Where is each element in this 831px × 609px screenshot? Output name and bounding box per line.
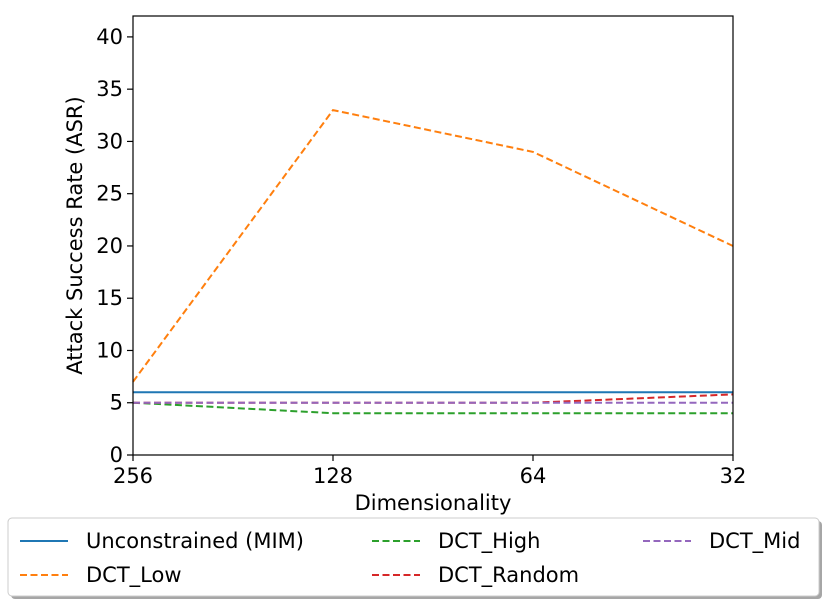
- y-tick-label: 5: [110, 391, 123, 415]
- legend-label: DCT_Low: [86, 563, 182, 588]
- y-tick-label: 30: [96, 129, 123, 153]
- legend-label: DCT_Mid: [709, 529, 800, 554]
- y-axis-label: Attack Success Rate (ASR): [63, 96, 87, 374]
- x-tick-label: 128: [313, 464, 353, 488]
- y-tick-label: 25: [96, 182, 123, 206]
- series-line-dct-low: [132, 108, 734, 383]
- x-tick-label: 256: [113, 464, 153, 488]
- y-tick-label: 40: [96, 25, 123, 49]
- legend-label: DCT_Random: [438, 563, 579, 588]
- series-line-dct-high: [132, 401, 733, 415]
- y-tick-label: 35: [96, 77, 123, 101]
- x-tick-label: 32: [720, 464, 747, 488]
- y-tick-label: 10: [96, 338, 123, 362]
- legend-frame: [7, 517, 820, 597]
- x-tick-label: 64: [520, 464, 547, 488]
- x-axis-label: Dimensionality: [355, 491, 512, 515]
- y-tick-label: 20: [96, 234, 123, 258]
- legend-label: DCT_High: [438, 529, 540, 554]
- x-axis: 256 128 64 32: [113, 455, 746, 488]
- series-line-dct-random: [133, 393, 734, 404]
- legend: Unconstrained (MIM) DCT_Low DCT_High DCT_Ra…: [7, 517, 822, 599]
- plot-frame: [132, 15, 734, 456]
- legend-label: Unconstrained (MIM): [86, 529, 304, 553]
- y-axis: 0 5 10 15 20 25 30 35 40: [96, 25, 133, 467]
- y-tick-label: 0: [110, 443, 123, 467]
- series-layer: [132, 108, 734, 415]
- y-tick-label: 15: [96, 286, 123, 310]
